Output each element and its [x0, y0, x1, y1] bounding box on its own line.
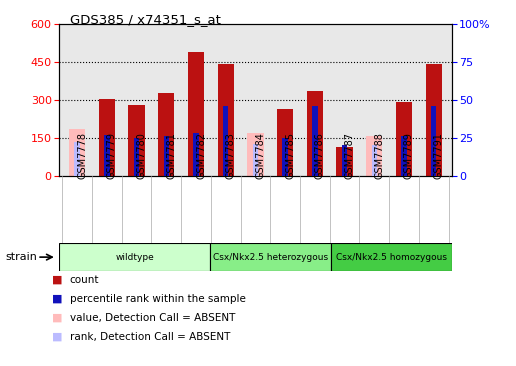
Text: ■: ■: [52, 275, 62, 285]
Bar: [396, 102, 412, 176]
Bar: [401, 136, 407, 176]
Bar: [99, 99, 115, 176]
Text: GSM7791: GSM7791: [433, 132, 444, 179]
Text: ■: ■: [52, 313, 62, 323]
Text: GSM7784: GSM7784: [255, 132, 265, 179]
Text: value, Detection Call = ABSENT: value, Detection Call = ABSENT: [70, 313, 235, 323]
Bar: [247, 133, 264, 176]
Bar: [431, 106, 437, 176]
Bar: [74, 142, 80, 176]
Text: GSM7786: GSM7786: [315, 132, 325, 179]
Bar: [331, 243, 452, 271]
Bar: [69, 129, 85, 176]
Bar: [282, 138, 288, 176]
Bar: [312, 106, 317, 176]
Text: GSM7781: GSM7781: [166, 132, 176, 179]
Text: GSM7788: GSM7788: [374, 132, 384, 179]
Bar: [223, 108, 229, 176]
Bar: [312, 109, 317, 176]
Bar: [210, 243, 331, 271]
Text: GSM7789: GSM7789: [404, 132, 414, 179]
Bar: [426, 64, 442, 176]
Text: Csx/Nkx2.5 heterozygous: Csx/Nkx2.5 heterozygous: [213, 253, 328, 262]
Text: percentile rank within the sample: percentile rank within the sample: [70, 294, 246, 304]
Text: GSM7779: GSM7779: [107, 132, 117, 179]
Text: Csx/Nkx2.5 homozygous: Csx/Nkx2.5 homozygous: [336, 253, 447, 262]
Bar: [366, 137, 382, 176]
Bar: [128, 105, 145, 176]
Bar: [164, 136, 169, 176]
Text: GDS385 / x74351_s_at: GDS385 / x74351_s_at: [70, 13, 220, 26]
Text: rank, Detection Call = ABSENT: rank, Detection Call = ABSENT: [70, 332, 230, 342]
Bar: [223, 106, 229, 176]
Bar: [307, 91, 323, 176]
Text: wildtype: wildtype: [116, 253, 154, 262]
Bar: [277, 109, 293, 176]
Text: GSM7783: GSM7783: [225, 132, 236, 179]
Text: ■: ■: [52, 332, 62, 342]
Bar: [134, 137, 139, 176]
Bar: [218, 64, 234, 176]
Bar: [194, 133, 199, 176]
Bar: [401, 136, 407, 176]
Bar: [431, 107, 437, 176]
Bar: [59, 243, 210, 271]
Bar: [336, 146, 353, 176]
Bar: [164, 136, 169, 176]
Text: GSM7785: GSM7785: [285, 132, 295, 179]
Bar: [104, 135, 109, 176]
Text: GSM7782: GSM7782: [196, 132, 206, 179]
Bar: [104, 131, 109, 176]
Text: ■: ■: [52, 294, 62, 304]
Text: count: count: [70, 275, 99, 285]
Bar: [188, 52, 204, 176]
Bar: [253, 144, 258, 176]
Text: GSM7780: GSM7780: [137, 132, 147, 179]
Text: GSM7787: GSM7787: [345, 132, 354, 179]
Text: GSM7778: GSM7778: [77, 132, 87, 179]
Bar: [158, 93, 174, 176]
Bar: [134, 138, 139, 176]
Bar: [372, 145, 377, 176]
Bar: [282, 137, 288, 176]
Text: strain: strain: [5, 252, 37, 262]
Bar: [194, 130, 199, 176]
Bar: [342, 145, 347, 176]
